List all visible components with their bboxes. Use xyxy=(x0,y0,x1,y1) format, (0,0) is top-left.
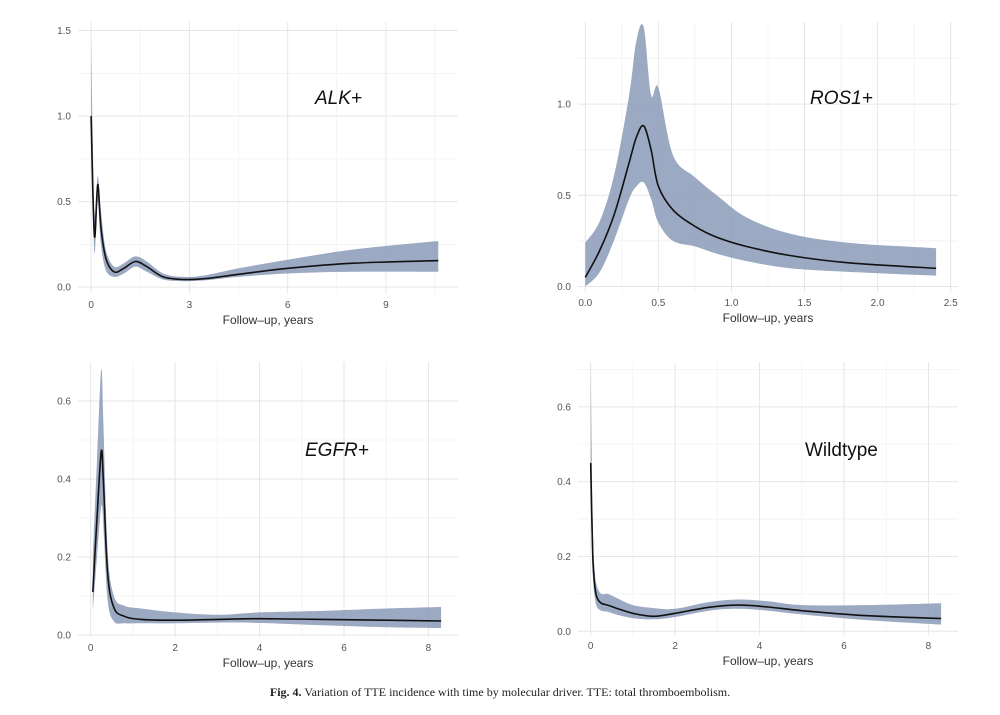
y-tick-label: 0.5 xyxy=(57,197,71,208)
confidence-band xyxy=(91,39,439,282)
x-tick-label: 0 xyxy=(88,300,94,311)
x-tick-label: 2 xyxy=(672,641,678,652)
confidence-band xyxy=(92,368,442,628)
x-axis-label: Follow–up, years xyxy=(223,313,314,327)
y-tick-label: 1.0 xyxy=(557,100,571,111)
incidence-curve xyxy=(90,116,439,281)
x-axis-label: Follow–up, years xyxy=(723,311,814,325)
x-axis-label: Follow–up, years xyxy=(223,656,314,670)
figure-caption: Fig. 4. Variation of TTE incidence with … xyxy=(0,685,1000,700)
x-tick-label: 0.0 xyxy=(578,298,592,309)
y-tick-label: 0.4 xyxy=(557,477,571,488)
incidence-curve xyxy=(584,124,937,278)
y-tick-label: 0.0 xyxy=(57,631,71,642)
x-tick-label: 4 xyxy=(757,641,763,652)
y-tick-label: 0.0 xyxy=(557,627,571,638)
x-tick-label: 8 xyxy=(426,643,432,654)
x-tick-label: 6 xyxy=(341,643,347,654)
x-tick-label: 0.5 xyxy=(651,298,665,309)
x-tick-label: 2.5 xyxy=(944,298,958,309)
figure-canvas: 0 3 6 9 0.0 0.5 1.0 1.5 Follow–up, years ALK+ 0.0… xyxy=(57,22,958,670)
panel-ros1: 0.0 0.5 1.0 1.5 2.0 2.5 0.0 0.5 1.0 Follow–up, ye… xyxy=(557,22,958,325)
x-tick-label: 0 xyxy=(88,643,94,654)
x-tick-label: 0 xyxy=(588,641,594,652)
panel-title-ros1: ROS1+ xyxy=(810,88,873,109)
panel-title-alk: ALK+ xyxy=(314,88,362,109)
confidence-band xyxy=(585,24,937,287)
panel-title-egfr: EGFR+ xyxy=(305,440,369,461)
incidence-curve xyxy=(589,462,942,620)
x-tick-label: 9 xyxy=(383,300,389,311)
x-tick-label: 1.0 xyxy=(725,298,739,309)
confidence-band xyxy=(590,362,942,625)
x-tick-label: 2.0 xyxy=(871,298,885,309)
x-tick-label: 3 xyxy=(187,300,193,311)
x-tick-label: 4 xyxy=(257,643,263,654)
y-tick-label: 0.0 xyxy=(57,283,71,294)
y-tick-label: 0.2 xyxy=(57,553,71,564)
caption-text: Variation of TTE incidence with time by … xyxy=(304,685,731,699)
incidence-curve xyxy=(92,449,442,622)
y-tick-label: 0.6 xyxy=(57,397,71,408)
y-tick-label: 0.5 xyxy=(557,191,571,202)
x-tick-label: 8 xyxy=(926,641,932,652)
y-tick-label: 0.2 xyxy=(557,552,571,563)
x-tick-label: 2 xyxy=(172,643,178,654)
y-tick-label: 0.0 xyxy=(557,282,571,293)
x-axis-label: Follow–up, years xyxy=(723,654,814,668)
panel-alk: 0 3 6 9 0.0 0.5 1.0 1.5 Follow–up, years ALK+ xyxy=(57,22,458,327)
x-tick-label: 6 xyxy=(841,641,847,652)
y-tick-label: 1.0 xyxy=(57,112,71,123)
panel-title-wildtype: Wildtype xyxy=(805,440,878,461)
panel-egfr: 0 2 4 6 8 0.0 0.2 0.4 0.6 Follow–up, years EGFR+ xyxy=(57,362,458,670)
y-tick-label: 0.4 xyxy=(57,475,71,486)
x-tick-label: 1.5 xyxy=(798,298,812,309)
panel-wildtype: 0 2 4 6 8 0.0 0.2 0.4 0.6 Follow–up, years Wildtyp… xyxy=(557,362,958,668)
y-tick-label: 1.5 xyxy=(57,26,71,37)
y-tick-label: 0.6 xyxy=(557,402,571,413)
x-tick-label: 6 xyxy=(285,300,291,311)
caption-label: Fig. 4. xyxy=(269,685,302,699)
